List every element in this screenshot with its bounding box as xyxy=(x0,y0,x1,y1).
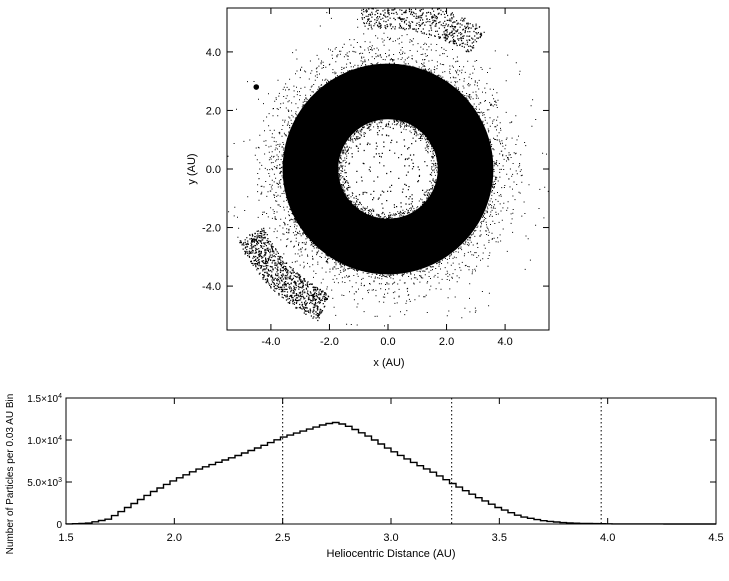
scatter-x-tick-label: 0.0 xyxy=(380,336,395,348)
scatter-axis-ticks: -4.0 -2.0 0.0 2.0 4.0 -4.0 -2.0 0.0 2.0 4.0 xyxy=(202,8,549,348)
histogram-x-tick-label: 4.0 xyxy=(600,532,615,544)
histogram-x-tick-label: 3.5 xyxy=(492,532,507,544)
planet-marker xyxy=(253,84,260,90)
scatter-panel: -4.0 -2.0 0.0 2.0 4.0 -4.0 -2.0 0.0 2.0 4.0 x (AU… xyxy=(186,7,550,369)
histogram-x-tick-label: 2.5 xyxy=(275,532,290,544)
scatter-y-tick-label: 0.0 xyxy=(206,164,221,176)
histogram-y-axis-label: Number of Particles per 0.03 AU Bin xyxy=(5,394,16,555)
histogram-x-tick-label: 2.0 xyxy=(167,532,182,544)
scatter-y-tick-label: 4.0 xyxy=(206,47,221,59)
scatter-x-axis-label: x (AU) xyxy=(373,357,404,369)
histogram-panel: 1.5 2.0 2.5 3.0 3.5 4.0 4.5 0 5.0×103 1.0×104 1.5×… xyxy=(5,393,724,560)
histogram-x-tick-label: 4.5 xyxy=(708,532,723,544)
scatter-plot-frame xyxy=(226,7,550,331)
scatter-x-tick-label: 4.0 xyxy=(497,336,512,348)
histogram-y-tick-label: 5.0×103 xyxy=(27,477,62,489)
histogram-x-tick-label: 3.0 xyxy=(383,532,398,544)
scatter-x-tick-label: 2.0 xyxy=(439,336,454,348)
scatter-y-axis-label: y (AU) xyxy=(186,153,198,184)
histogram-dotted-lines xyxy=(282,398,602,524)
histogram-axis-ticks: 1.5 2.0 2.5 3.0 3.5 4.0 4.5 0 5.0×103 1.0×104 1.5×… xyxy=(27,393,723,544)
histogram-step-line xyxy=(65,421,716,525)
outer-arc-top xyxy=(361,8,485,53)
scatter-y-tick-label: 2.0 xyxy=(206,105,221,117)
histogram-y-tick-label: 1.0×104 xyxy=(27,435,62,447)
histogram-plot-frame xyxy=(65,397,717,525)
scatter-x-tick-label: -4.0 xyxy=(261,336,280,348)
ring-inner-fringe xyxy=(338,119,439,220)
histogram-x-tick-label: 1.5 xyxy=(58,532,73,544)
histogram-y-tick-label: 1.5×104 xyxy=(27,393,62,405)
scatter-x-tick-label: -2.0 xyxy=(320,336,339,348)
outer-arc-lower-left xyxy=(239,227,330,322)
scatter-y-tick-label: -2.0 xyxy=(202,223,221,235)
histogram-y-tick-label: 0 xyxy=(56,520,62,531)
main-belt-ring xyxy=(282,63,494,275)
scatter-y-tick-label: -4.0 xyxy=(202,281,221,293)
histogram-x-axis-label: Heliocentric Distance (AU) xyxy=(327,548,456,560)
scatter-points xyxy=(227,8,549,327)
